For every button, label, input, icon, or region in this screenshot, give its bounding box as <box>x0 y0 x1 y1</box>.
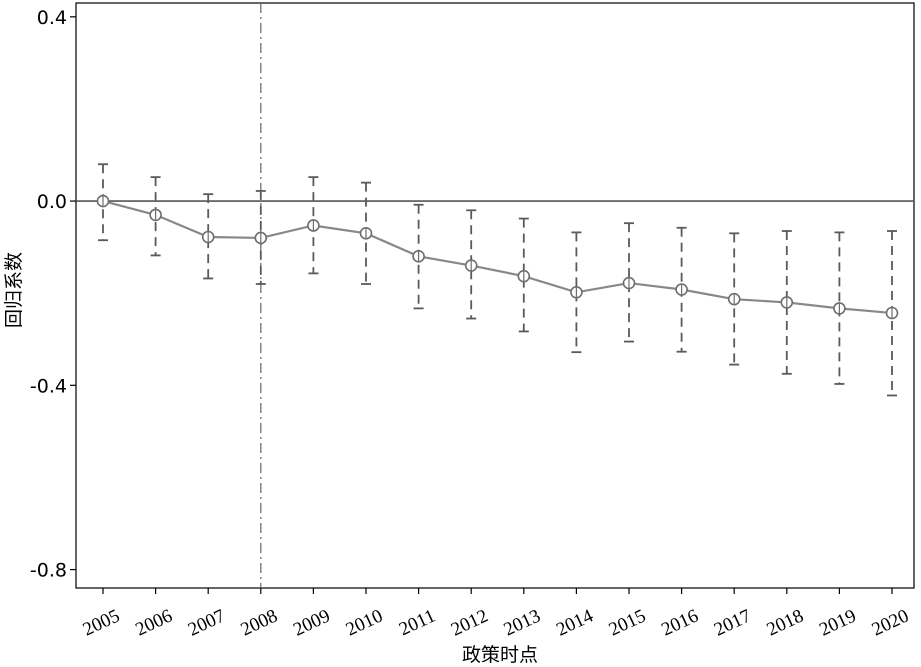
y-tick-label: -0.4 <box>30 375 67 397</box>
data-point-2013 <box>517 269 531 283</box>
data-point-2005 <box>96 194 110 208</box>
data-point-2011 <box>412 250 425 263</box>
x-tick-label: 2012 <box>448 605 491 640</box>
data-point-2016 <box>675 283 688 296</box>
data-point-2020 <box>885 306 899 320</box>
x-tick-label: 2018 <box>764 605 807 640</box>
x-tick-label: 2007 <box>185 605 228 640</box>
x-tick-label: 2020 <box>869 605 912 640</box>
x-tick-label: 2014 <box>553 605 597 640</box>
x-tick-label: 2010 <box>343 605 386 640</box>
data-point-2018 <box>780 296 794 309</box>
x-tick-label: 2016 <box>658 605 701 640</box>
x-tick-label: 2017 <box>711 605 754 640</box>
y-axis-title: 回归系数 <box>3 252 25 328</box>
data-point-2010 <box>359 227 373 240</box>
y-tick-label: 0.4 <box>37 7 67 29</box>
y-tick-label: 0.0 <box>37 191 67 213</box>
data-point-2019 <box>833 302 846 315</box>
x-axis-title: 政策时点 <box>462 644 538 666</box>
data-point-2006 <box>149 208 162 222</box>
x-tick-label: 2011 <box>396 605 439 640</box>
data-point-2017 <box>727 292 741 306</box>
data-point-2008 <box>254 231 268 245</box>
data-point-2015 <box>622 276 636 290</box>
x-tick-label: 2005 <box>80 605 123 640</box>
y-tick-label: -0.8 <box>30 560 67 582</box>
data-point-2014 <box>570 285 583 299</box>
x-tick-label: 2015 <box>606 605 649 640</box>
series-line <box>102 200 893 315</box>
x-tick-label: 2008 <box>238 605 281 640</box>
x-tick-label: 2019 <box>816 605 859 640</box>
data-point-2012 <box>464 259 478 272</box>
x-tick-label: 2009 <box>290 605 333 640</box>
data-point-2009 <box>307 219 320 232</box>
x-tick-label: 2013 <box>501 605 544 640</box>
x-tick-label: 2006 <box>132 605 175 640</box>
data-point-2007 <box>201 230 215 244</box>
plot-frame <box>75 2 915 589</box>
